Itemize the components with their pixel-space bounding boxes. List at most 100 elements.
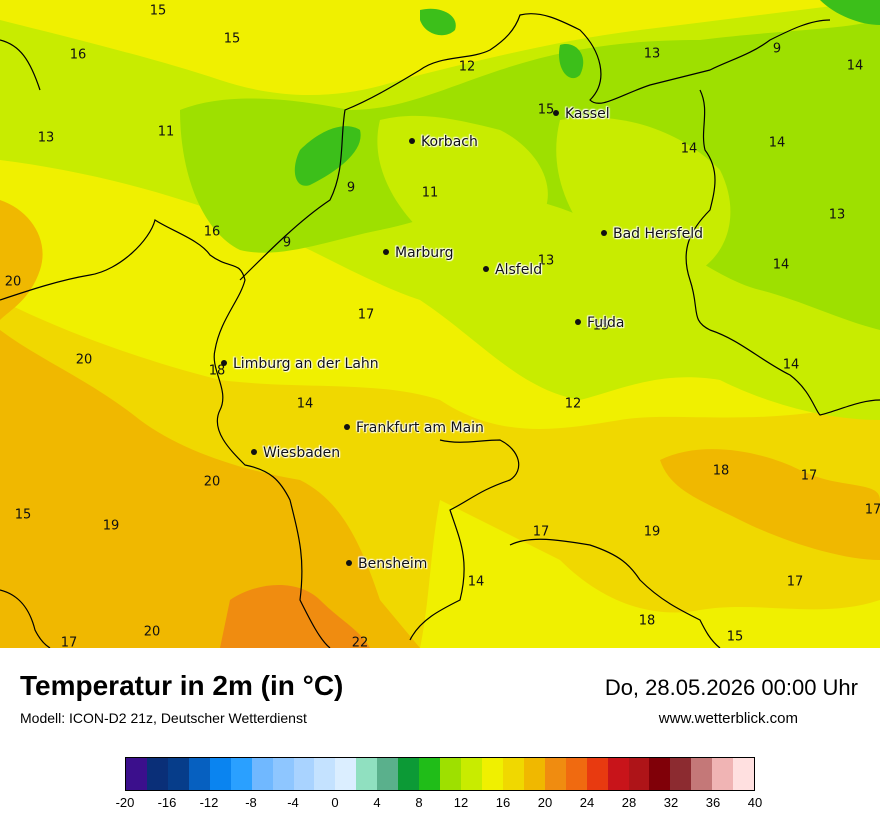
color-scale-segment (461, 758, 482, 790)
city-marker: Korbach (409, 134, 478, 150)
color-scale-segment (398, 758, 420, 790)
temperature-value: 12 (458, 59, 476, 75)
temperature-value: 15 (223, 31, 241, 47)
temperature-value: 13 (537, 253, 555, 269)
zone-20-west (0, 200, 43, 320)
color-scale-segment (230, 758, 252, 790)
zone-16-southeast (420, 500, 880, 648)
color-scale-segment (544, 758, 566, 790)
zone-20-east (660, 449, 880, 560)
color-scale-tick: 28 (621, 795, 637, 810)
city-dot-icon (409, 138, 415, 144)
city-marker: Bensheim (346, 556, 427, 572)
temperature-value: 18 (712, 463, 730, 479)
color-scale-tick: -20 (115, 795, 135, 810)
state-border-east (685, 89, 880, 416)
color-scale-tick: 40 (747, 795, 763, 810)
color-scale-segment (502, 758, 524, 790)
color-scale-tick: 0 (331, 795, 339, 810)
temperature-value: 11 (421, 185, 439, 201)
temperature-value: 14 (680, 141, 698, 157)
color-scale-tick: 12 (453, 795, 469, 810)
city-name: Alsfeld (495, 262, 543, 278)
temperature-value: 19 (102, 518, 120, 534)
color-scale-tick: -4 (287, 795, 299, 810)
color-scale-ticks: -20 -16 -12 -8 -4 0 4 8 12 16 20 24 28 32 36 40 (116, 795, 763, 815)
temperature-value: 17 (864, 502, 880, 518)
zone-14-center (377, 115, 548, 237)
city-name: Korbach (421, 134, 478, 150)
temperature-value: 14 (467, 574, 485, 590)
city-name: Kassel (565, 106, 610, 122)
color-scale-tick: 16 (495, 795, 511, 810)
city-dot-icon (483, 266, 489, 272)
state-border-south (409, 439, 721, 648)
city-name: Fulda (587, 315, 625, 331)
zone-22-south (220, 585, 370, 648)
temperature-value: 13 (643, 46, 661, 62)
temperature-value: 14 (296, 396, 314, 412)
map-title: Temperatur in 2m (in °C) (20, 670, 344, 701)
temperature-value: 19 (643, 524, 661, 540)
city-dot-icon (575, 319, 581, 325)
temperature-field (0, 0, 880, 648)
color-scale-segment (251, 758, 273, 790)
color-scale-tick: -16 (157, 795, 177, 810)
color-scale-segment (565, 758, 587, 790)
website-link[interactable]: www.wetterblick.com (658, 710, 798, 727)
temperature-value: 9 (772, 41, 782, 57)
city-marker: Bad Hersfeld (601, 226, 703, 242)
temperature-value: 17 (60, 635, 78, 649)
city-name: Bensheim (358, 556, 428, 572)
zone-10-north (420, 8, 456, 36)
zone-14-hersfeld (556, 117, 731, 274)
temperature-value: 17 (532, 524, 550, 540)
color-scale-segment (733, 758, 755, 790)
color-scale-segment (209, 758, 231, 790)
color-scale-segment (356, 758, 378, 790)
model-info: Modell: ICON-D2 21z, Deutscher Wetterdie… (20, 710, 307, 726)
city-name: Frankfurt am Main (356, 420, 484, 436)
color-scale-segment (167, 758, 189, 790)
color-scale-segment (481, 758, 503, 790)
temperature-value: 14 (768, 135, 786, 151)
temperature-value: 15 (149, 3, 167, 19)
temperature-value: 18 (638, 613, 656, 629)
zone-20-southwest (0, 330, 420, 648)
city-name: Bad Hersfeld (613, 226, 704, 242)
color-scale-tick: 36 (705, 795, 721, 810)
state-border-sw (0, 589, 51, 648)
color-scale-segment (335, 758, 357, 790)
temperature-value: 15 (537, 102, 555, 118)
temperature-value: 9 (282, 235, 292, 251)
color-scale-segment (272, 758, 294, 790)
city-name: Marburg (395, 245, 454, 261)
city-marker: Alsfeld (483, 262, 542, 278)
city-name: Wiesbaden (263, 445, 341, 461)
color-scale-segment (314, 758, 336, 790)
temperature-value: 20 (4, 274, 22, 290)
city-name: Limburg an der Lahn (233, 356, 379, 372)
temperature-value: 12 (564, 396, 582, 412)
color-scale-segment (377, 758, 399, 790)
color-scale (125, 757, 755, 791)
temperature-value: 15 (592, 318, 610, 334)
temperature-value: 9 (346, 180, 356, 196)
city-dot-icon (251, 449, 257, 455)
zone-10-northeast (820, 0, 880, 25)
color-scale-segment (188, 758, 210, 790)
temperature-value: 22 (351, 635, 369, 649)
zone-10-sauerland (294, 126, 361, 186)
color-scale-segment (293, 758, 315, 790)
temperature-value: 17 (800, 468, 818, 484)
color-scale-tick: -12 (199, 795, 219, 810)
color-scale-tick: 24 (579, 795, 595, 810)
temperature-map: 15 15 16 12 13 9 14 15 13 11 14 14 9 11 13 16 9 13 14 20 17 1… (0, 0, 880, 648)
color-scale-segment (712, 758, 734, 790)
temperature-value: 20 (75, 352, 93, 368)
temperature-value: 16 (69, 47, 87, 63)
color-scale-segment (440, 758, 461, 790)
color-scale-segment (670, 758, 692, 790)
city-marker: Marburg (383, 245, 454, 261)
color-scale-segment (628, 758, 650, 790)
